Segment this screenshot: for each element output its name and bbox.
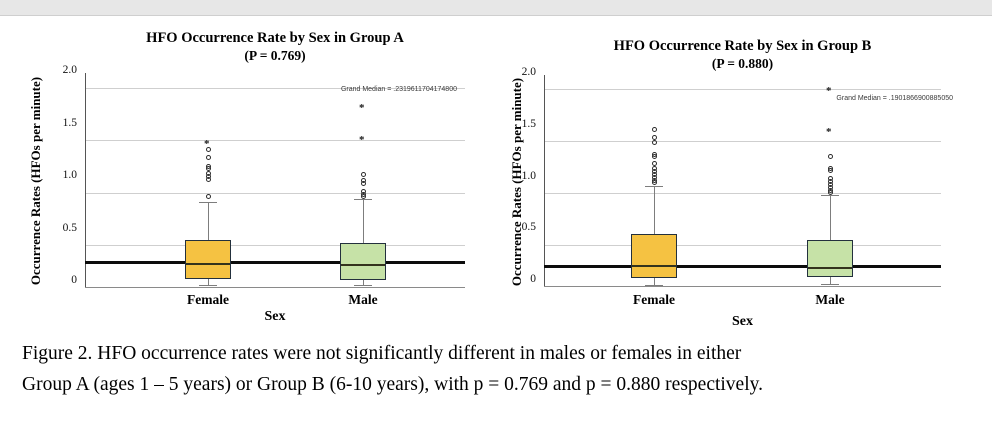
y-axis-title: Occurrence Rates (HFOs per minute) (509, 77, 524, 286)
y-tick-label: 1.5 (521, 117, 536, 130)
box-male (807, 240, 853, 277)
chart-title: HFO Occurrence Rate by Sex in Group B (613, 38, 872, 54)
outlier-circle (651, 165, 657, 171)
y-tick-label: 1.0 (62, 169, 77, 181)
outlier-circle (651, 139, 657, 145)
gridline (544, 244, 941, 246)
category-label-male: Male (348, 292, 378, 307)
outlier-asterisk: * (359, 133, 365, 146)
grand-median-line (544, 264, 941, 268)
upper-whisker-cap (821, 194, 839, 197)
gridline (544, 192, 941, 194)
chart-title: HFO Occurrence Rate by Sex in Group A (146, 30, 404, 46)
lower-whisker (654, 277, 655, 285)
y-tick-label: 1.0 (521, 169, 536, 182)
outlier-circle (205, 194, 211, 200)
outlier-circle (827, 175, 833, 181)
outlier-asterisk: * (826, 125, 832, 138)
outlier-circle (651, 161, 657, 167)
x-axis-title: Sex (732, 314, 753, 329)
upper-whisker-cap (645, 185, 663, 188)
figure-caption: Figure 2. HFO occurrence rates were not … (22, 338, 974, 400)
grand-median-annotation: Grand Median = .2319611704174800 (340, 86, 457, 93)
gridline (85, 192, 465, 194)
box-median-line (632, 265, 676, 268)
category-label-male: Male (815, 292, 845, 307)
chart-p-value: (P = 0.769) (244, 48, 306, 63)
outlier-asterisk: * (359, 102, 365, 115)
upper-whisker (208, 201, 209, 240)
grand-median-annotation: Grand Median = .1901866900885050 (836, 95, 953, 102)
lower-whisker-cap (645, 284, 663, 287)
gridline (544, 89, 941, 91)
outlier-circle (651, 135, 657, 141)
y-axis-line (544, 75, 545, 286)
box-female (631, 234, 677, 278)
outlier-circle (205, 171, 211, 177)
lower-whisker (363, 279, 364, 285)
gridline (85, 87, 465, 89)
box-female (185, 239, 231, 279)
figure-caption-line2: Group A (ages 1 – 5 years) or Group B (6… (22, 374, 763, 395)
y-tick-label: 0 (71, 274, 77, 286)
gridline (544, 141, 941, 143)
x-axis-title: Sex (264, 309, 286, 324)
outlier-circle (205, 146, 211, 152)
outlier-asterisk: * (204, 138, 210, 151)
gridline (85, 140, 465, 141)
y-tick-label: 2.0 (521, 66, 536, 78)
figure-caption-line1: Figure 2. HFO occurrence rates were not … (22, 343, 742, 364)
outlier-circle (827, 154, 833, 160)
upper-whisker (363, 198, 364, 243)
chart-p-value: (P = 0.880) (711, 56, 774, 71)
y-tick-label: 0.5 (521, 221, 536, 234)
x-axis-line (544, 286, 941, 287)
y-axis-line (85, 73, 86, 287)
lower-whisker (208, 278, 209, 285)
lower-whisker (830, 276, 831, 284)
lower-whisker-cap (199, 284, 217, 287)
y-tick-label: 0 (530, 273, 536, 285)
upper-whisker-cap (354, 198, 372, 201)
y-tick-label: 2.0 (62, 64, 77, 76)
gridline (85, 245, 465, 246)
box-median-line (341, 263, 385, 266)
outlier-circle (205, 163, 211, 169)
category-label-female: Female (187, 292, 229, 307)
boxplot-group-b: 2.0 1.5 1.0 0.5 0 Female * * Male Grand Median = … (509, 38, 953, 329)
grand-median-line (85, 261, 465, 265)
x-axis-line (85, 287, 465, 288)
box-median-line (186, 262, 230, 265)
y-tick-label: 0.5 (62, 221, 77, 234)
outlier-circle (360, 188, 366, 194)
window-edge-strip (0, 0, 992, 16)
outlier-circle (651, 152, 657, 158)
outlier-circle (360, 178, 366, 184)
box-median-line (808, 267, 852, 270)
box-male (340, 242, 386, 280)
outlier-circle (360, 172, 366, 178)
outlier-circle (205, 155, 211, 161)
boxplot-group-a: 2.0 1.5 1.0 0.5 0 * Female * * Male Grand Median =… (28, 30, 465, 324)
upper-whisker-cap (199, 201, 217, 204)
outlier-circle (651, 127, 657, 133)
outlier-circle (827, 165, 833, 171)
y-tick-label: 1.5 (62, 116, 77, 129)
category-label-female: Female (633, 292, 675, 307)
outlier-asterisk: * (826, 85, 832, 98)
lower-whisker-cap (821, 283, 839, 286)
lower-whisker-cap (354, 284, 372, 287)
upper-whisker (654, 185, 655, 235)
upper-whisker (830, 194, 831, 241)
